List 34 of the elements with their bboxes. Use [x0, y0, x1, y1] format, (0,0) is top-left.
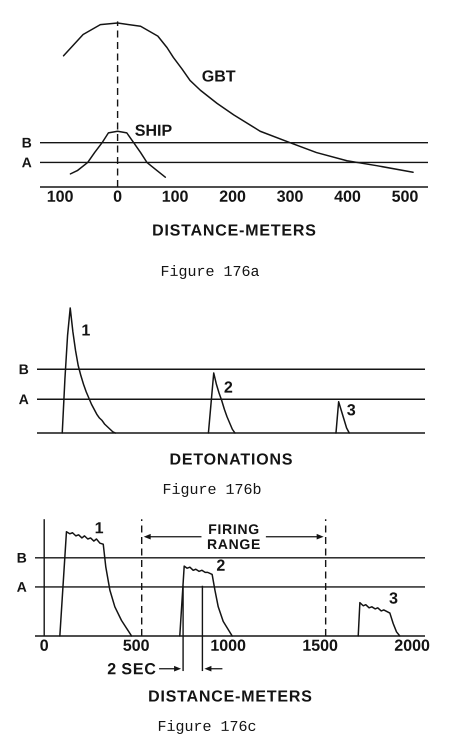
series-label: SHIP	[135, 124, 172, 136]
x-tick-label: 100	[48, 190, 73, 202]
ref-line-label: B	[20, 364, 28, 374]
x-tick-label: 500	[392, 190, 418, 202]
series-label: 2	[224, 381, 232, 393]
x-tick-label: 500	[123, 640, 149, 651]
series-label: 3	[347, 404, 356, 416]
ref-line-label: B	[22, 138, 32, 148]
x-tick-label: 100	[162, 190, 188, 202]
ref-line-label: A	[22, 158, 32, 168]
x-tick-label: 2000	[394, 640, 430, 651]
series-label: 1	[96, 522, 104, 534]
series-label: GBT	[202, 70, 236, 82]
x-tick-label: 200	[220, 190, 246, 202]
x-tick-label: 1500	[303, 640, 338, 651]
series-label: 1	[82, 324, 90, 336]
ref-line-label: A	[19, 394, 28, 404]
series-label: 2	[216, 560, 225, 571]
x-tick-label: 0	[40, 640, 48, 651]
x-axis-title: DISTANCE-METERS	[153, 224, 316, 236]
x-axis-title: DETONATIONS	[170, 453, 292, 465]
caption: Figure 176a	[162, 265, 259, 279]
series-label: 3	[389, 592, 398, 604]
caption: Figure 176b	[164, 483, 260, 497]
x-axis-title: DISTANCE-METERS	[149, 690, 312, 702]
ref-line-label: B	[18, 552, 26, 563]
caption: Figure 176c	[158, 720, 256, 734]
annotation: FIRING RANGE	[208, 524, 260, 550]
text: 2 SEC	[108, 663, 156, 674]
x-tick-label: 400	[334, 190, 360, 202]
x-tick-label: 1000	[211, 640, 246, 651]
ref-line-label: A	[17, 582, 26, 592]
x-tick-label: 300	[277, 190, 303, 202]
x-tick-label: 0	[114, 190, 122, 202]
